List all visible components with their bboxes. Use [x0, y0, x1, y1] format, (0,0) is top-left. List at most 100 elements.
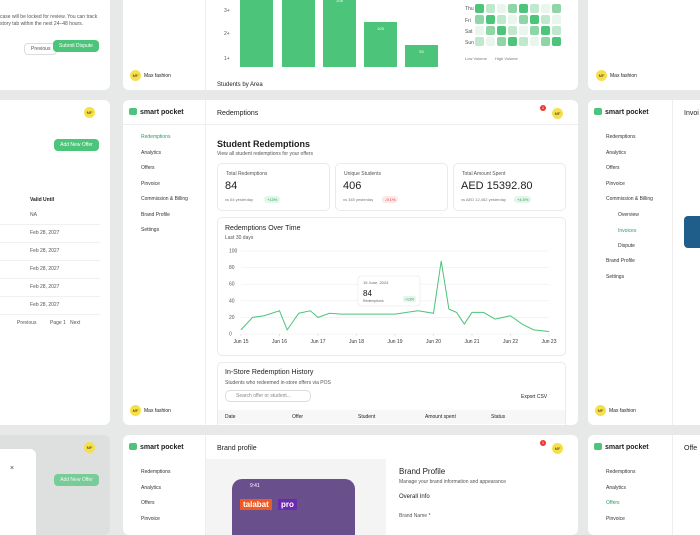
nav-item[interactable]: Brand Profile [606, 258, 635, 264]
header: Redemptions [217, 110, 259, 117]
tooltip-date: 15 June, 2024 [363, 280, 389, 285]
close-button[interactable]: × [10, 465, 15, 472]
add-offer-button[interactable]: Add New Offer [54, 474, 99, 486]
stat-compare: vs AED 12,452 yesterday [461, 197, 506, 202]
tooltip-change: +13% [405, 298, 414, 302]
y-tick-label: 40 [229, 298, 235, 304]
subtitle: View all student redemptions for your of… [217, 151, 313, 157]
previous[interactable]: Previous [17, 320, 37, 326]
search-input[interactable]: Search offer or student... [225, 390, 311, 402]
nav-item[interactable]: Pinvoice [141, 515, 160, 522]
heat-cell [486, 15, 495, 24]
stat-change: -9.1% [382, 196, 399, 203]
nav-item[interactable]: Commission & Billing [141, 196, 188, 202]
nav-item[interactable]: Pinvoice [606, 180, 625, 187]
y-tick-label: 60 [229, 282, 235, 288]
heat-cell [497, 4, 506, 13]
divider [205, 100, 206, 425]
nav-item[interactable]: Overview [618, 212, 639, 218]
header: Invoi [684, 110, 699, 117]
header: Brand profile [217, 445, 257, 452]
table-header: Date Offer Student Amount spent Status [218, 410, 565, 424]
nav-item[interactable]: Redemptions [141, 134, 171, 140]
submit-button[interactable]: Submit Dispute [53, 40, 99, 52]
section-title: Students by Area [217, 82, 263, 88]
heat-cell [486, 37, 495, 46]
title: Student Redemptions [217, 139, 311, 149]
offers-panel-3: smart pocket Offe Redemptions Analytics Of… [588, 435, 700, 535]
next[interactable]: Next [70, 320, 81, 326]
nav-item[interactable]: Redemptions [606, 134, 636, 140]
nav-item[interactable]: Pinvoice [606, 515, 625, 522]
heat-cell [486, 26, 495, 35]
row-line [0, 224, 100, 225]
column-header: Date [225, 414, 236, 420]
stat-value: 84 [225, 180, 238, 192]
nav-item[interactable]: Analytics [141, 484, 162, 491]
stat-value: AED 15392.80 [461, 180, 533, 192]
x-tick-label: Jun 22 [503, 339, 518, 345]
heat-cell [552, 26, 561, 35]
line-chart: 0 20 40 60 80 100 Jun 15 Jun 16 Jun 17 Jun 18 Jun … [229, 249, 557, 346]
x-tick-label: Jun 21 [464, 339, 479, 345]
heatmap-card: Thu Fri Sat Sun Low Volume High Volume [455, 0, 578, 66]
avatar: MF [84, 107, 95, 118]
row-line [0, 260, 100, 261]
modal [0, 449, 36, 535]
nav-item[interactable]: Settings [606, 273, 625, 280]
x-tick-label: Jun 19 [387, 339, 402, 345]
day: Sun [465, 40, 474, 46]
nav-item[interactable]: Offers [606, 500, 620, 506]
heat-cell [552, 37, 561, 46]
heat-cell [541, 26, 550, 35]
user-name: Max fashion [609, 408, 636, 414]
heat-cell [508, 26, 517, 35]
nav-item[interactable]: Analytics [606, 149, 627, 156]
day: Thu [465, 6, 474, 12]
nav-item[interactable]: Offers [141, 500, 155, 506]
heat-cell [508, 37, 517, 46]
logo: smart pocket [594, 108, 649, 116]
bar: 53 [405, 45, 438, 67]
day: Fri [465, 18, 471, 24]
heat-cell [475, 37, 484, 46]
nav-item[interactable]: Redemptions [141, 469, 171, 475]
heat-cell [530, 4, 539, 13]
subtitle: Manage your brand information and appear… [399, 479, 507, 485]
heat-cell [541, 4, 550, 13]
side-panel: MF Max fashion [588, 0, 700, 90]
nav-item[interactable]: Analytics [141, 149, 162, 156]
day: Sat [465, 29, 473, 35]
nav-item[interactable]: Commission & Billing [606, 196, 653, 202]
heat-cell [486, 4, 495, 13]
section: Overall Info [399, 494, 430, 500]
logo: smart pocket [129, 108, 184, 116]
nav-item[interactable]: Brand Profile [141, 211, 170, 218]
chart-subtitle: Last 30 days [225, 235, 254, 241]
offers-panel: MF Add New Offer Valid Until Previous Pa… [0, 100, 110, 425]
add-offer-button[interactable]: Add New Offer [54, 139, 99, 151]
export-button[interactable]: Export CSV [521, 394, 548, 400]
row-line [0, 278, 100, 279]
nav-item[interactable]: Settings [141, 227, 160, 233]
nav-item[interactable]: Invoices [618, 227, 637, 234]
note: story tab within the next 24–48 hours. [0, 21, 84, 27]
nav-item[interactable]: Analytics [606, 484, 627, 491]
avatar: MF [596, 70, 607, 81]
cell: NA [30, 212, 37, 218]
nav-item[interactable]: Offers [141, 165, 155, 171]
heat-cell [530, 26, 539, 35]
cell: Feb 28, 2027 [30, 230, 60, 236]
nav-item[interactable]: Dispute [618, 243, 635, 249]
heat-cell [475, 26, 484, 35]
header: Offe [684, 445, 698, 452]
avatar: MF [130, 405, 141, 416]
user-name: Max fashion [144, 73, 171, 79]
bar: 105 [323, 0, 356, 67]
nav-item[interactable]: Pinvoice [141, 180, 160, 187]
cell: Feb 28, 2027 [30, 302, 60, 308]
nav-item[interactable]: Redemptions [606, 469, 636, 475]
tooltip-value: 84 [363, 289, 372, 298]
nav-item[interactable]: Offers [606, 165, 620, 171]
